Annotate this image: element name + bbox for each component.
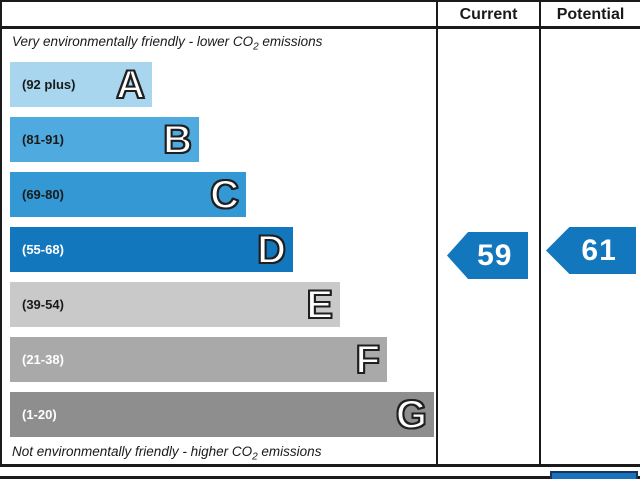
band-g: (1-20) G — [10, 392, 434, 438]
current-rating-arrow: 59 — [447, 232, 528, 279]
top-note-suffix: emissions — [258, 34, 323, 49]
band-a: (92 plus) A — [10, 62, 152, 108]
top-note: Very environmentally friendly - lower CO… — [12, 34, 323, 52]
band-letter: G — [395, 392, 428, 438]
co2-subscript: 2 — [253, 41, 259, 53]
column-header-current-label: Current — [459, 5, 518, 23]
band-range-label: (1-20) — [22, 407, 57, 422]
band-range-label: (39-54) — [22, 297, 64, 312]
column-header-current: Current — [438, 2, 539, 27]
band-c: (69-80) C — [10, 172, 246, 218]
band-letter: E — [305, 282, 334, 328]
column-divider-potential — [539, 0, 541, 467]
potential-rating-value: 61 — [581, 233, 617, 267]
header-bottom-border — [0, 26, 640, 29]
top-note-text: Very environmentally friendly - lower CO — [12, 34, 254, 49]
band-range-label: (69-80) — [22, 187, 64, 202]
band-letter: A — [115, 62, 146, 108]
bottom-note-text: Not environmentally friendly - higher CO — [12, 444, 253, 459]
band-d: (55-68) D — [10, 227, 293, 273]
next-section-top-border — [0, 476, 640, 479]
band-letter: F — [355, 337, 381, 383]
bottom-note-suffix: emissions — [257, 444, 322, 459]
band-letter: D — [256, 227, 287, 273]
next-section-blue-box — [550, 471, 638, 479]
band-e: (39-54) E — [10, 282, 340, 328]
bottom-note: Not environmentally friendly - higher CO… — [12, 444, 322, 462]
column-header-potential: Potential — [541, 2, 640, 27]
column-header-potential-label: Potential — [556, 5, 625, 23]
table-border-bottom — [0, 464, 640, 467]
column-divider-current — [436, 0, 438, 467]
current-rating-value: 59 — [477, 238, 513, 272]
band-letter: B — [162, 117, 193, 163]
band-b: (81-91) B — [10, 117, 199, 163]
table-border-left — [0, 0, 2, 467]
table-border-top — [0, 0, 640, 2]
band-range-label: (55-68) — [22, 242, 64, 257]
band-range-label: (92 plus) — [22, 77, 76, 92]
potential-rating-arrow: 61 — [546, 227, 636, 274]
band-f: (21-38) F — [10, 337, 387, 383]
band-range-label: (21-38) — [22, 352, 64, 367]
band-letter: C — [209, 172, 240, 218]
co2-subscript: 2 — [252, 451, 258, 463]
band-range-label: (81-91) — [22, 132, 64, 147]
